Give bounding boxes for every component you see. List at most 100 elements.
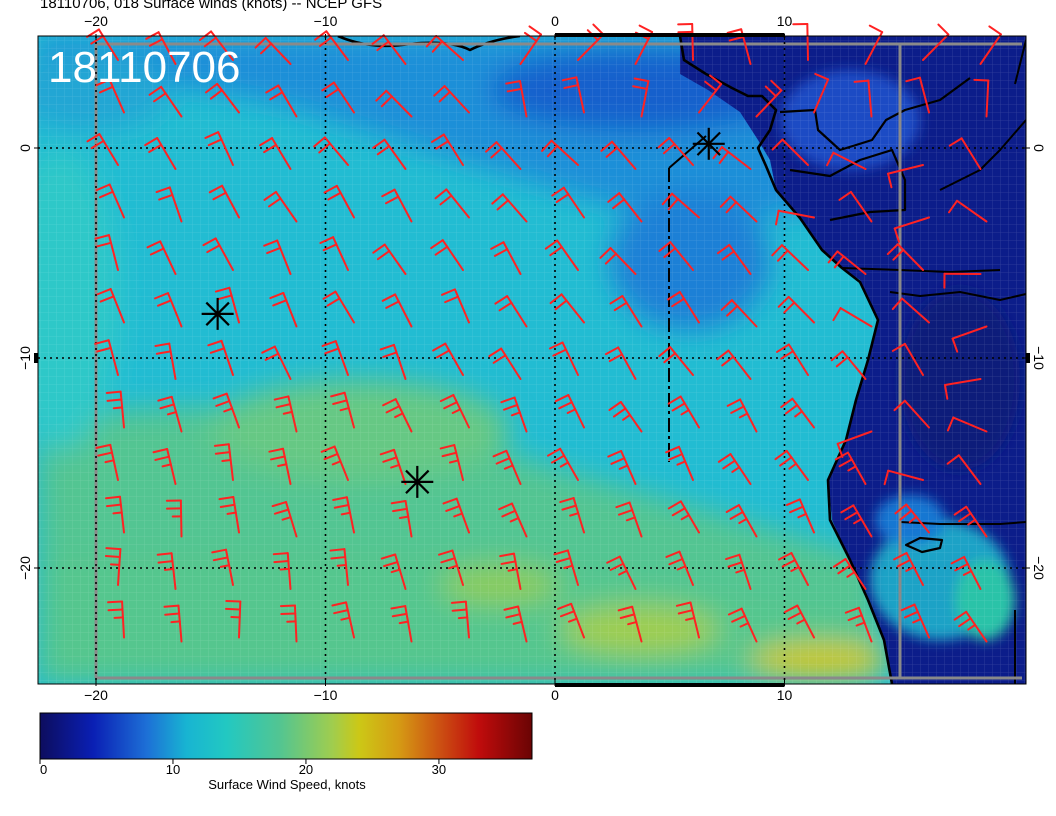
wind-barb — [600, 140, 637, 170]
wind-barb — [771, 244, 809, 271]
x-tick-label-bottom: 0 — [551, 687, 559, 700]
wind-barb — [261, 345, 292, 380]
axis-ticks: −20 −20 −10 −10 0 0 10 10 0 0 −10 −10 −20 −20 — [17, 13, 1047, 700]
wind-barb — [438, 549, 464, 586]
wind-barb — [322, 290, 355, 324]
wind-barb — [212, 392, 240, 429]
wind-barb — [499, 552, 522, 590]
wind-barb — [834, 451, 867, 485]
wind-barb — [813, 72, 830, 114]
wind-barb — [439, 444, 464, 481]
wind-barb — [900, 603, 930, 639]
wind-barb — [498, 502, 528, 538]
wind-barb — [94, 234, 119, 271]
wind-barb — [105, 390, 125, 429]
wind-barb — [720, 299, 758, 328]
wind-barb — [494, 295, 528, 328]
wind-barb — [375, 89, 413, 118]
y-tick-label-left: −20 — [17, 556, 33, 580]
x-tick-label-top: 0 — [551, 13, 559, 29]
y-tick-label-right: −20 — [1031, 556, 1047, 580]
wind-barb — [95, 443, 119, 481]
wind-barb — [321, 340, 349, 376]
wind-barb — [269, 291, 298, 328]
wind-barb — [725, 553, 752, 590]
wind-barb — [716, 243, 752, 275]
wind-barb — [146, 240, 177, 275]
wind-barb — [485, 141, 522, 170]
wind-barb — [218, 495, 240, 534]
wind-barb — [887, 164, 924, 189]
wind-barb — [785, 498, 815, 534]
colorbar-label: Surface Wind Speed, knots — [208, 777, 366, 792]
wind-barb — [698, 74, 723, 114]
wind-barb — [677, 23, 694, 61]
wind-barb — [667, 500, 700, 534]
wind-barb — [667, 395, 700, 429]
wind-barb — [96, 288, 125, 324]
wind-barb — [492, 449, 522, 485]
wind-barb — [488, 347, 522, 380]
colorbar-ramp — [39, 712, 533, 760]
wind-barb — [541, 139, 579, 166]
colorbar-tick-label: 0 — [40, 762, 47, 777]
wind-barb — [165, 499, 183, 538]
wind-barb — [609, 295, 643, 328]
storm-markers — [201, 127, 725, 498]
wind-barb — [433, 85, 470, 114]
wind-barb — [725, 504, 758, 538]
wind-barb — [657, 137, 694, 166]
wind-barb — [268, 447, 292, 485]
y-tick-label-left: −10 — [17, 346, 33, 370]
wind-barb — [263, 190, 298, 223]
wind-barb — [559, 497, 585, 534]
wind-barb — [332, 496, 355, 534]
wind-barb — [832, 307, 873, 328]
wind-barb — [943, 378, 982, 400]
colorbar-tick-label: 30 — [432, 762, 446, 777]
wind-barb — [329, 548, 349, 586]
wind-barb — [390, 499, 413, 538]
wind-barb — [442, 497, 470, 534]
wind-barb — [152, 447, 177, 485]
wind-barb — [894, 503, 930, 534]
wind-barb — [893, 399, 930, 429]
wind-barb — [503, 605, 528, 643]
wind-barb — [893, 216, 930, 243]
wind-barb — [505, 80, 528, 118]
wind-barb — [163, 604, 183, 643]
wind-barb — [557, 602, 585, 639]
wind-barb — [607, 192, 643, 223]
wind-barb — [864, 24, 884, 65]
wind-barb — [390, 605, 413, 643]
wind-barb — [371, 34, 407, 65]
wind-barb — [836, 430, 873, 458]
wind-barb — [905, 76, 930, 114]
dashed-line-connector — [668, 135, 707, 169]
wind-barb — [207, 339, 234, 376]
wind-barb — [323, 184, 355, 219]
wind-barb — [157, 395, 183, 433]
wind-barb — [321, 81, 355, 114]
wind-barb — [202, 237, 234, 271]
wind-barb — [675, 601, 700, 639]
wind-barb — [372, 138, 407, 170]
wind-barb — [225, 600, 242, 639]
wind-barb — [107, 600, 125, 639]
x-tick-label-bottom: −20 — [84, 687, 108, 700]
wind-barb — [666, 291, 700, 324]
wind-barb — [154, 342, 177, 380]
wind-barb — [425, 35, 464, 61]
wind-barb — [379, 448, 407, 485]
wind-barb — [832, 558, 867, 590]
wind-barb — [780, 397, 815, 429]
marker-3 — [401, 465, 434, 498]
wind-barb — [548, 341, 579, 376]
wind-barb — [381, 188, 413, 223]
wind-barb — [716, 349, 752, 380]
wind-barb — [432, 342, 464, 376]
wind-barb — [947, 199, 988, 223]
wind-barb — [827, 250, 867, 275]
wind-barb — [491, 193, 528, 223]
wind-barb — [891, 297, 930, 324]
